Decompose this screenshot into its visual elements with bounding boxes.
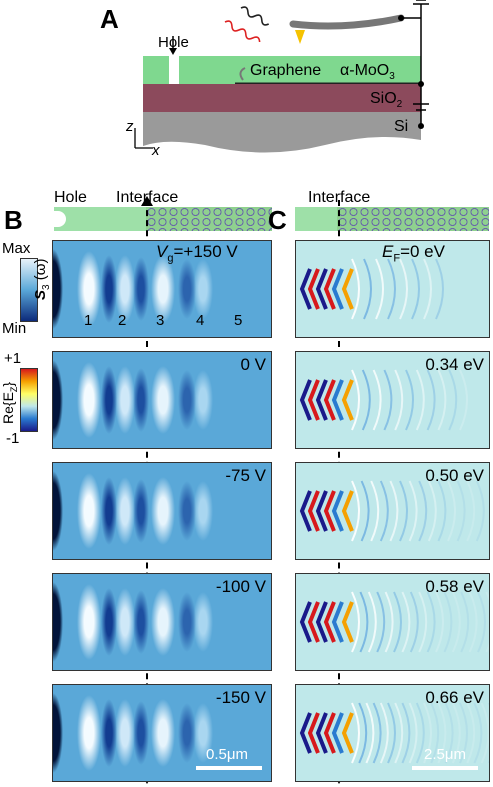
sim-fringes-2 — [299, 480, 485, 542]
ef-label-1: 0.34 eV — [425, 355, 484, 374]
fringe-number: 4 — [196, 312, 205, 329]
sim-fringes-0 — [299, 258, 444, 320]
label-interface-c: Interface — [308, 189, 371, 206]
ef-label-0: EF=0 eV — [382, 242, 445, 265]
sim-map-0 — [295, 240, 490, 338]
colorbar-s3 — [20, 258, 38, 322]
exp-map-3 — [52, 573, 272, 671]
panel-a-letter: A — [100, 4, 119, 34]
axis-z: z — [126, 118, 134, 135]
exp-map-1 — [52, 351, 272, 449]
label-moo3: α-MoO3 — [340, 62, 395, 83]
ef-label-4: 0.66 eV — [425, 688, 484, 707]
sio2-layer — [143, 84, 421, 112]
afm-tip — [295, 30, 305, 44]
schematic-device — [134, 0, 429, 153]
label-sio2: SiO2 — [370, 90, 403, 111]
sim-fringes-3 — [299, 591, 489, 653]
exp-map-4 — [52, 684, 272, 782]
exp-map-0 — [52, 240, 272, 338]
ef-label-2: 0.50 eV — [425, 466, 484, 485]
sim-map-2 — [295, 462, 490, 560]
cbar1-min: Min — [2, 320, 27, 337]
graphene-strip-b — [146, 207, 272, 231]
sim-map-1 — [295, 351, 490, 449]
cbar1-max: Max — [2, 240, 31, 257]
cbar2-label: Re{EZ} — [0, 381, 19, 424]
cbar1-label: S3 (ω) — [32, 258, 52, 300]
moo3-strip-c — [295, 207, 337, 231]
moo3-strip-b — [54, 207, 146, 231]
ef-label-3: 0.58 eV — [425, 577, 484, 596]
cbar2-bottom: -1 — [6, 430, 20, 447]
vg-label-3: -100 V — [215, 577, 266, 596]
hole-gap — [169, 56, 179, 84]
si-layer — [143, 112, 421, 153]
vg-label-1: 0 V — [240, 355, 266, 374]
label-graphene: Graphene — [250, 62, 322, 79]
vg-label-2: -75 V — [225, 466, 266, 485]
vg-label-4: -150 V — [215, 688, 266, 707]
label-hole-a: Hole — [158, 34, 189, 51]
axis-x: x — [152, 142, 160, 159]
sim-fringes-1 — [299, 369, 468, 431]
scale-label-b: 0.5μm — [206, 746, 248, 763]
sim-map-4 — [295, 684, 490, 782]
moo3-layer — [143, 56, 421, 84]
exp-map-2 — [52, 462, 272, 560]
sim-map-3 — [295, 573, 490, 671]
panel-c-letter: C — [268, 205, 287, 235]
cbar2-top: +1 — [4, 350, 22, 367]
scalebar-c — [412, 766, 478, 770]
fringe-number: 3 — [156, 312, 165, 329]
graphene-strip-c — [337, 207, 489, 231]
colorbar-ez — [20, 368, 38, 432]
cantilever — [289, 14, 405, 30]
scalebar-b — [196, 766, 262, 770]
label-hole-b: Hole — [54, 189, 87, 206]
fringe-number: 5 — [234, 312, 243, 329]
fringe-number: 1 — [84, 312, 93, 329]
sim-fringes-4 — [299, 702, 489, 764]
vg-label-0: Vg=+150 V — [156, 242, 238, 265]
hole-strip-b — [52, 211, 66, 227]
fringe-number: 2 — [118, 312, 127, 329]
panel-b-letter: B — [4, 205, 23, 235]
scale-label-c: 2.5μm — [424, 746, 466, 763]
label-si: Si — [394, 118, 409, 135]
